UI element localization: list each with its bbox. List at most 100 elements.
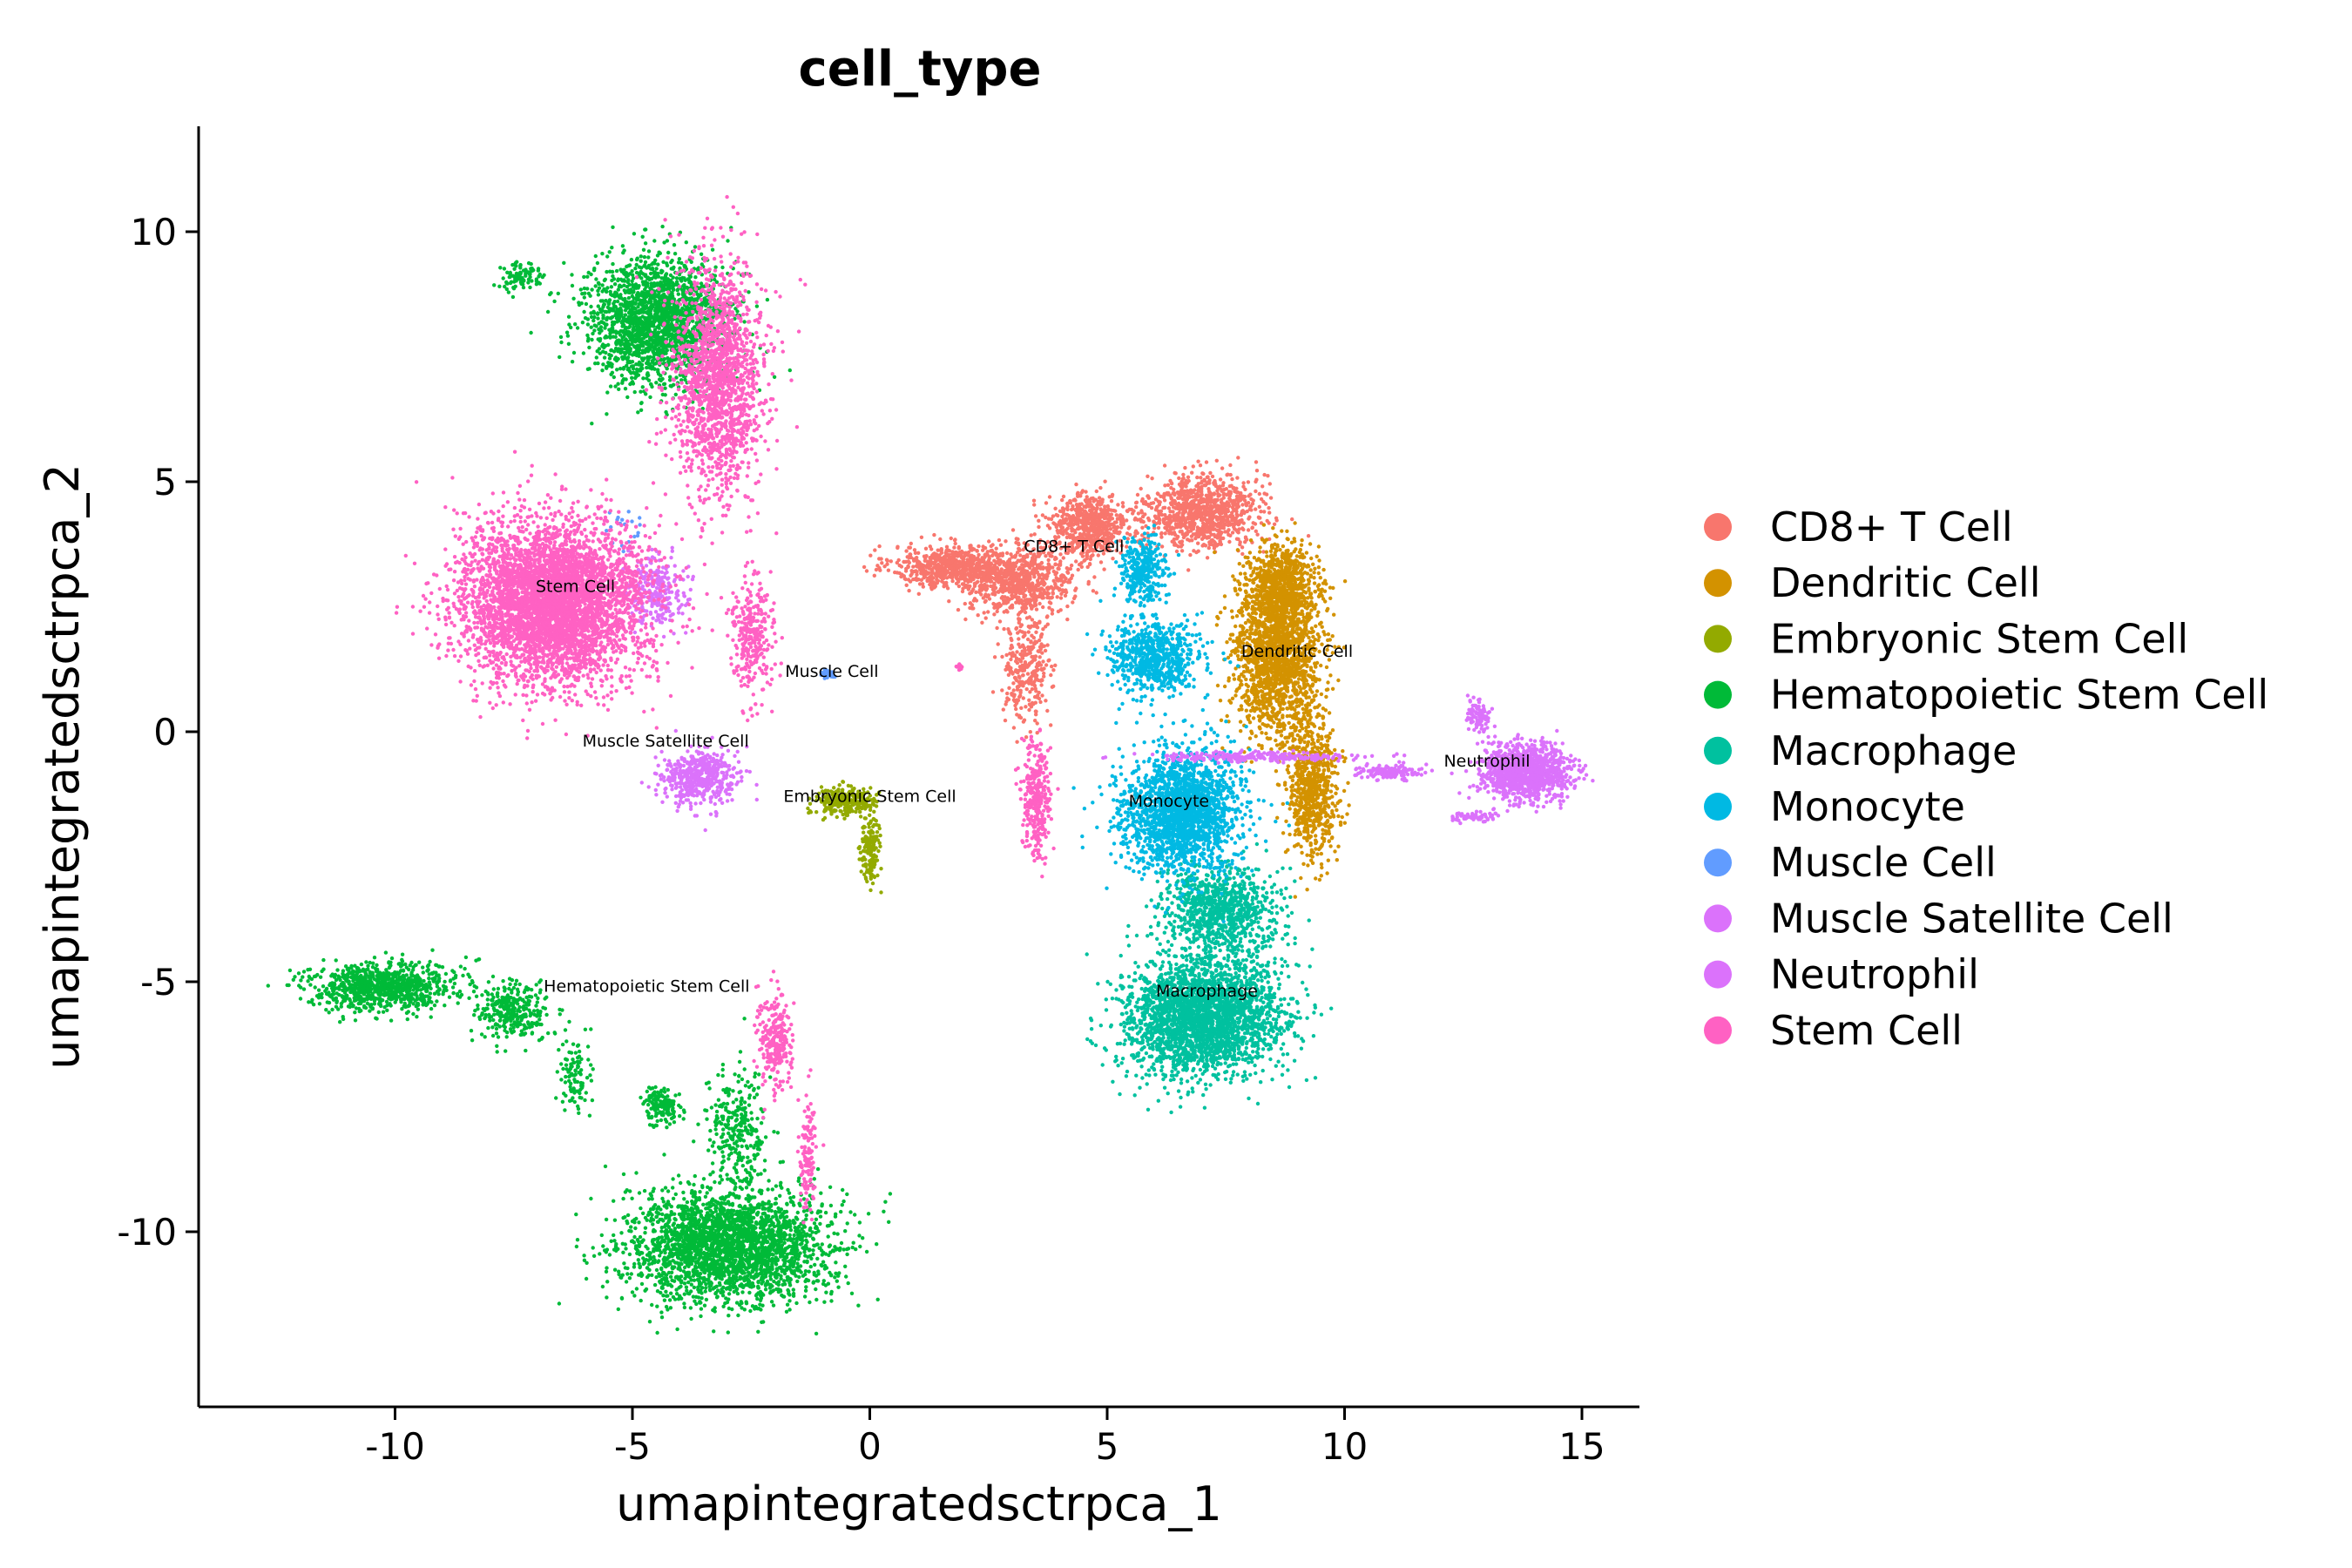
- point: [953, 541, 957, 546]
- point: [1007, 686, 1011, 690]
- point: [1015, 650, 1019, 654]
- point: [1278, 673, 1283, 678]
- point: [935, 581, 940, 585]
- point: [994, 546, 998, 551]
- point: [1231, 672, 1236, 677]
- point: [1083, 524, 1087, 528]
- point: [1136, 511, 1141, 516]
- point: [1206, 530, 1210, 534]
- point: [1209, 538, 1213, 543]
- point: [977, 570, 983, 574]
- point: [1016, 598, 1020, 602]
- point: [1236, 456, 1240, 460]
- point: [1268, 496, 1274, 500]
- point: [1076, 567, 1080, 572]
- point: [1061, 556, 1066, 560]
- point: [1110, 522, 1114, 526]
- point: [992, 612, 997, 617]
- point: [1213, 550, 1217, 555]
- point: [1213, 509, 1219, 514]
- point: [1185, 525, 1190, 530]
- point: [1285, 529, 1289, 533]
- point: [1215, 683, 1220, 688]
- point: [1071, 507, 1075, 511]
- point: [964, 584, 969, 588]
- point: [1326, 680, 1330, 685]
- point: [950, 558, 955, 563]
- point: [1023, 610, 1028, 615]
- point: [1327, 711, 1332, 715]
- point: [1309, 608, 1314, 612]
- point: [1040, 513, 1045, 517]
- point: [1002, 610, 1006, 614]
- point: [1173, 471, 1178, 476]
- point: [1030, 659, 1034, 664]
- point: [1014, 537, 1019, 541]
- point: [1017, 565, 1023, 570]
- point: [1111, 557, 1115, 561]
- point: [1017, 629, 1023, 633]
- point: [1097, 496, 1102, 500]
- point: [1017, 578, 1023, 582]
- point: [1186, 475, 1191, 479]
- point: [1028, 730, 1033, 734]
- point: [1300, 664, 1304, 668]
- point: [990, 690, 996, 694]
- point: [1098, 503, 1103, 507]
- point: [1113, 528, 1119, 532]
- point: [1043, 648, 1048, 653]
- point: [1258, 516, 1262, 520]
- point: [1165, 521, 1169, 525]
- point: [1319, 692, 1324, 697]
- point: [1257, 726, 1262, 730]
- point: [936, 564, 941, 570]
- point: [908, 545, 913, 550]
- point: [1196, 482, 1201, 486]
- point: [1049, 672, 1053, 678]
- point: [1250, 731, 1254, 735]
- point: [925, 578, 929, 584]
- point: [1061, 509, 1066, 513]
- point: [1208, 470, 1213, 476]
- point: [1027, 702, 1032, 706]
- point: [1241, 637, 1247, 641]
- point: [1181, 517, 1186, 522]
- point: [979, 578, 984, 583]
- point: [1021, 684, 1025, 688]
- point: [1228, 463, 1233, 468]
- point: [929, 581, 933, 586]
- point: [1064, 566, 1070, 571]
- point: [1220, 517, 1224, 521]
- point: [1012, 572, 1017, 577]
- point: [1078, 509, 1083, 513]
- point: [999, 553, 1004, 558]
- point: [1172, 531, 1177, 535]
- point: [1209, 516, 1213, 521]
- point: [1199, 532, 1203, 537]
- point: [1159, 531, 1164, 537]
- point: [1257, 491, 1262, 497]
- point: [1200, 471, 1205, 476]
- point: [949, 565, 954, 571]
- point: [1274, 680, 1278, 685]
- point: [1180, 532, 1186, 537]
- point: [1195, 475, 1200, 480]
- point: [1022, 652, 1027, 658]
- point: [1237, 527, 1241, 531]
- point: [928, 556, 932, 560]
- point: [1036, 649, 1040, 653]
- point: [1219, 610, 1223, 615]
- point: [1011, 688, 1016, 693]
- point: [1098, 514, 1103, 518]
- point: [1017, 617, 1021, 621]
- point: [1287, 720, 1291, 726]
- point: [1010, 692, 1014, 696]
- point: [1041, 605, 1045, 610]
- point: [874, 567, 879, 572]
- point: [1177, 504, 1182, 509]
- point: [1146, 474, 1150, 478]
- point: [989, 570, 994, 575]
- point: [1241, 564, 1246, 568]
- point: [1035, 625, 1040, 630]
